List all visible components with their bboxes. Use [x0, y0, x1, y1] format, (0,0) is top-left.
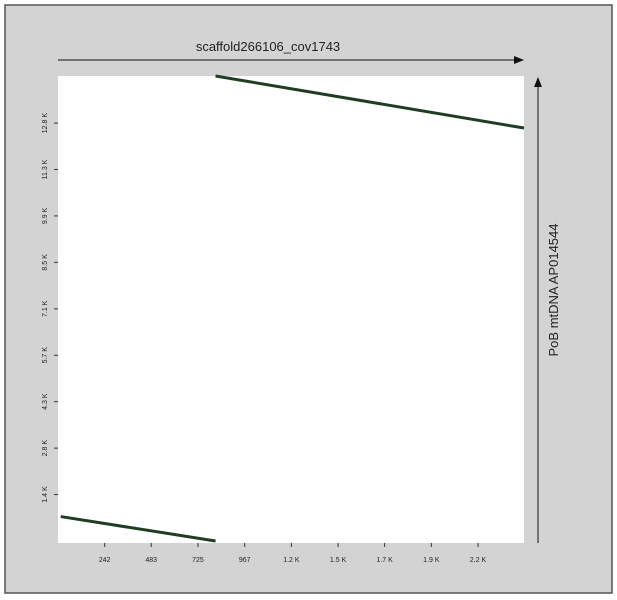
- x-tick-label: 1.9 K: [423, 557, 440, 564]
- y-tick-label: 4.3 K: [42, 393, 49, 410]
- x-tick-label: 242: [99, 557, 111, 564]
- x-tick-label: 2.2 K: [470, 557, 487, 564]
- y-tick-label: 11.3 K: [42, 159, 49, 179]
- plot-area: [58, 76, 524, 543]
- x-tick-label: 1.5 K: [330, 557, 347, 564]
- x-tick-label: 967: [239, 557, 251, 564]
- y-tick-label: 5.7 K: [42, 347, 49, 364]
- y-axis-title: PoB mtDNA AP014544: [546, 224, 561, 357]
- x-axis-title: scaffold266106_cov1743: [196, 39, 340, 54]
- x-tick-label: 483: [145, 557, 157, 564]
- y-tick-label: 9.9 K: [42, 207, 49, 224]
- alignment-line: [215, 74, 525, 130]
- x-tick-label: 725: [192, 557, 204, 564]
- x-tick-label: 1.7 K: [376, 557, 393, 564]
- alignment-line: [60, 515, 216, 543]
- y-tick-label: 1.4 K: [42, 486, 49, 503]
- y-tick-label: 7.1 K: [42, 300, 49, 317]
- y-tick-label: 8.5 K: [42, 254, 49, 271]
- x-tick-label: 1.2 K: [283, 557, 300, 564]
- y-tick-label: 2.8 K: [42, 440, 49, 457]
- y-tick-label: 12.8 K: [42, 113, 49, 134]
